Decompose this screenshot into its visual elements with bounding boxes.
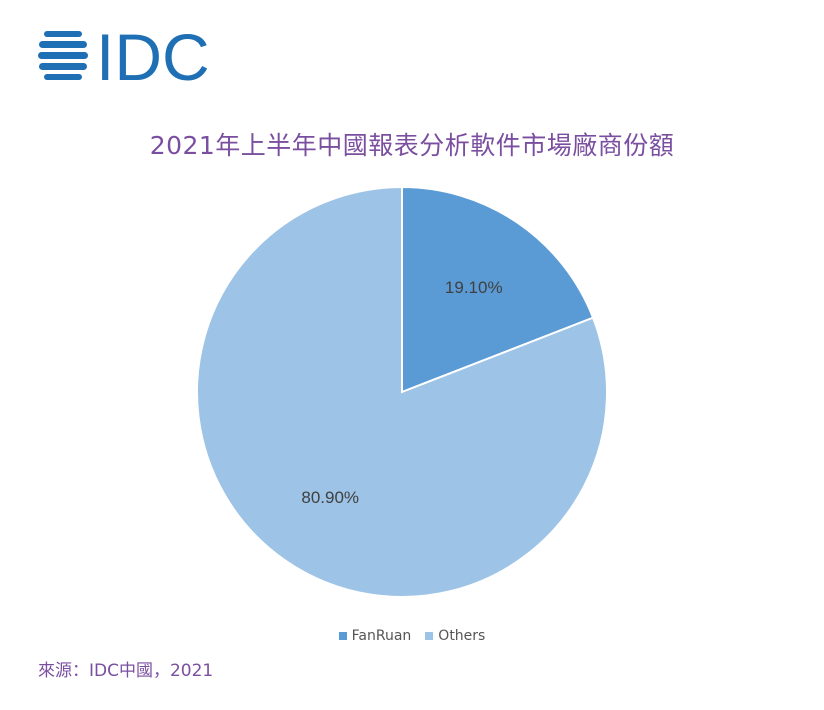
- chart-title: 2021年上半年中國報表分析軟件市場廠商份額: [149, 131, 675, 160]
- legend: FanRuan Others: [0, 628, 824, 644]
- pie-slice-fanruan: [401, 185, 595, 394]
- legend-item-others: Others: [425, 628, 485, 644]
- idc-globe-icon: [38, 31, 88, 80]
- legend-label-others: Others: [438, 628, 486, 644]
- data-label-fanruan: 19.10%: [445, 278, 503, 297]
- legend-swatch-others: [425, 632, 434, 640]
- data-label-others: 80.90%: [301, 488, 359, 507]
- legend-item-fanruan: FanRuan: [338, 628, 412, 644]
- legend-swatch-fanruan: [338, 632, 347, 640]
- idc-logo: IDC: [38, 25, 210, 89]
- legend-label-fanruan: FanRuan: [351, 628, 412, 644]
- idc-logo-text: IDC: [96, 25, 210, 89]
- source-note: 來源：IDC中國，2021: [38, 661, 214, 681]
- pie-slice-others: [196, 185, 608, 598]
